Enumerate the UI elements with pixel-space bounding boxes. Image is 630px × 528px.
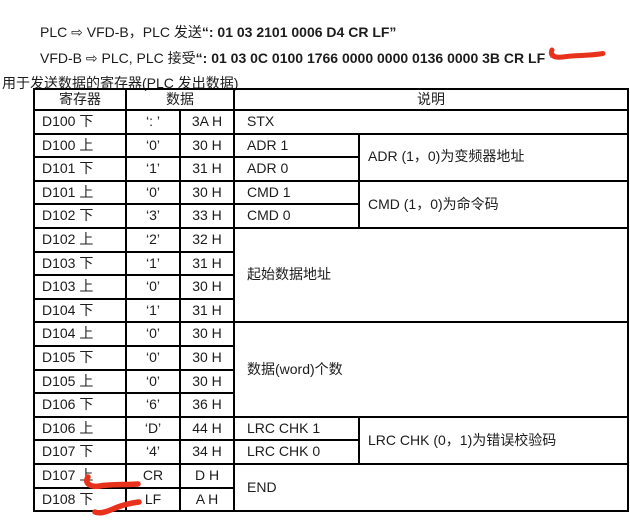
char-cell: ‘6’	[125, 392, 181, 418]
register-cell: D105 下	[33, 344, 127, 371]
hex-cell: 33 H	[179, 203, 235, 229]
plc-send-line: PLC ⇨ VFD-B，PLC 发送“: 01 03 2101 0006 D4 …	[40, 23, 396, 41]
register-cell: D107 下	[33, 439, 127, 465]
table-row: D100 上 ‘0’ 30 H ADR 1 ADR (1，0)为变频器地址	[33, 132, 629, 182]
char-cell: ‘0’	[125, 368, 181, 395]
table-row: D100 下 ‘: ’ 3A H STX	[33, 109, 629, 135]
header-data: 数据	[125, 88, 235, 111]
table-row: D106 下 ‘6’ 36 H	[33, 392, 628, 418]
char-cell: ‘0’	[125, 321, 181, 347]
plc-send-prefix: PLC ⇨ VFD-B，PLC 发送	[40, 24, 202, 40]
register-cell: D103 下	[33, 250, 127, 277]
hex-cell: 30 H	[179, 132, 235, 159]
hex-cell: 30 H	[179, 179, 235, 206]
hex-cell: 34 H	[179, 439, 235, 465]
register-cell: D102 上	[33, 226, 127, 253]
description-cell: ADR 0	[233, 156, 360, 182]
table-row: D107 上 CR D H END	[33, 462, 629, 513]
table-row: D101 下 ‘1’ 31 H ADR 0	[33, 156, 628, 182]
char-cell: ‘0’	[125, 344, 181, 371]
table-row: D101 上 ‘0’ 30 H CMD 1 CMD (1，0)为命令码	[33, 179, 629, 229]
description-cell: 数据(word)个数	[233, 321, 629, 418]
header-description: 说明	[233, 88, 629, 111]
hex-cell: A H	[179, 486, 235, 513]
register-cell: D103 上	[33, 274, 127, 300]
table-row: D102 下 ‘3’ 33 H CMD 0	[33, 203, 628, 229]
char-cell: ‘1’	[125, 250, 181, 277]
char-cell: ‘0’	[125, 132, 181, 159]
register-cell: D108 下	[33, 486, 127, 513]
plc-receive-prefix: VFD-B ⇨ PLC, PLC 接受	[40, 50, 196, 66]
table-header-row: 寄存器 数据 说明	[33, 88, 629, 111]
description-cell: ADR 1	[233, 132, 360, 159]
char-cell: ‘: ’	[125, 109, 181, 135]
table-row: D102 上 ‘2’ 32 H 起始数据地址	[33, 226, 629, 324]
hex-cell: 31 H	[179, 156, 235, 182]
description-cell: LRC CHK 0	[233, 439, 360, 465]
description-cell: END	[233, 462, 629, 513]
register-cell: D106 上	[33, 415, 127, 442]
description-cell: CMD 1	[233, 179, 360, 206]
hex-cell: 30 H	[179, 368, 235, 395]
table-row: D104 下 ‘1’ 31 H	[33, 297, 628, 324]
description-cell: CMD 0	[233, 203, 360, 229]
hex-cell: 30 H	[179, 321, 235, 347]
description-note-cell: ADR (1，0)为变频器地址	[358, 132, 629, 182]
char-cell: ‘3’	[125, 203, 181, 229]
header-register: 寄存器	[33, 88, 127, 111]
plc-receive-message: “: 01 03 0C 0100 1766 0000 0000 0136 000…	[195, 50, 557, 66]
description-note-cell: CMD (1，0)为命令码	[358, 179, 629, 229]
plc-receive-line: VFD-B ⇨ PLC, PLC 接受“: 01 03 0C 0100 1766…	[40, 49, 556, 67]
description-note-cell: LRC CHK (0，1)为错误校验码	[358, 415, 629, 465]
hex-cell: 30 H	[179, 344, 235, 371]
description-cell: 起始数据地址	[233, 226, 629, 324]
description-cell: LRC CHK 1	[233, 415, 360, 442]
register-cell: D101 下	[33, 156, 127, 182]
register-cell: D106 下	[33, 392, 127, 418]
hex-cell: 32 H	[179, 226, 235, 253]
register-cell: D105 上	[33, 368, 127, 395]
plc-send-message: “: 01 03 2101 0006 D4 CR LF”	[201, 24, 397, 40]
register-cell: D104 下	[33, 297, 127, 324]
char-cell: ‘0’	[125, 274, 181, 300]
char-cell: LF	[125, 486, 181, 513]
register-cell: D100 上	[33, 132, 127, 159]
char-cell: ‘0’	[125, 179, 181, 206]
char-cell: ‘2’	[125, 226, 181, 253]
table-row: D107 下 ‘4’ 34 H LRC CHK 0	[33, 439, 628, 465]
register-table: 寄存器 数据 说明 D100 下 ‘: ’ 3A H STX D100 上 ‘0…	[33, 88, 629, 513]
register-cell: D100 下	[33, 109, 127, 135]
hex-cell: 31 H	[179, 250, 235, 277]
hex-cell: 30 H	[179, 274, 235, 300]
register-cell: D104 上	[33, 321, 127, 347]
register-cell: D107 上	[33, 462, 127, 489]
register-cell: D101 上	[33, 179, 127, 206]
char-cell: ‘1’	[125, 156, 181, 182]
hex-cell: 3A H	[179, 109, 235, 135]
description-cell: STX	[233, 109, 629, 135]
char-cell: ‘D’	[125, 415, 181, 442]
register-cell: D102 下	[33, 203, 127, 229]
pen-underline-cr-lf-icon	[548, 47, 606, 60]
table-caption: 用于发送数据的寄存器(PLC 发出数据)	[2, 75, 239, 91]
hex-cell: D H	[179, 462, 235, 489]
hex-cell: 31 H	[179, 297, 235, 324]
hex-cell: 44 H	[179, 415, 235, 442]
table-row: D104 上 ‘0’ 30 H 数据(word)个数	[33, 321, 629, 418]
char-cell: ‘1’	[125, 297, 181, 324]
table-row: D106 上 ‘D’ 44 H LRC CHK 1 LRC CHK (0，1)为…	[33, 415, 629, 465]
char-cell: CR	[125, 462, 181, 489]
char-cell: ‘4’	[125, 439, 181, 465]
hex-cell: 36 H	[179, 392, 235, 418]
